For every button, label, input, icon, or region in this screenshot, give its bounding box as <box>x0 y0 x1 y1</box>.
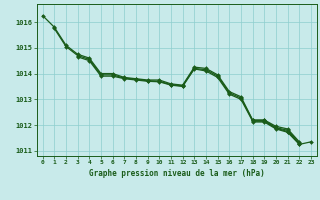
X-axis label: Graphe pression niveau de la mer (hPa): Graphe pression niveau de la mer (hPa) <box>89 169 265 178</box>
